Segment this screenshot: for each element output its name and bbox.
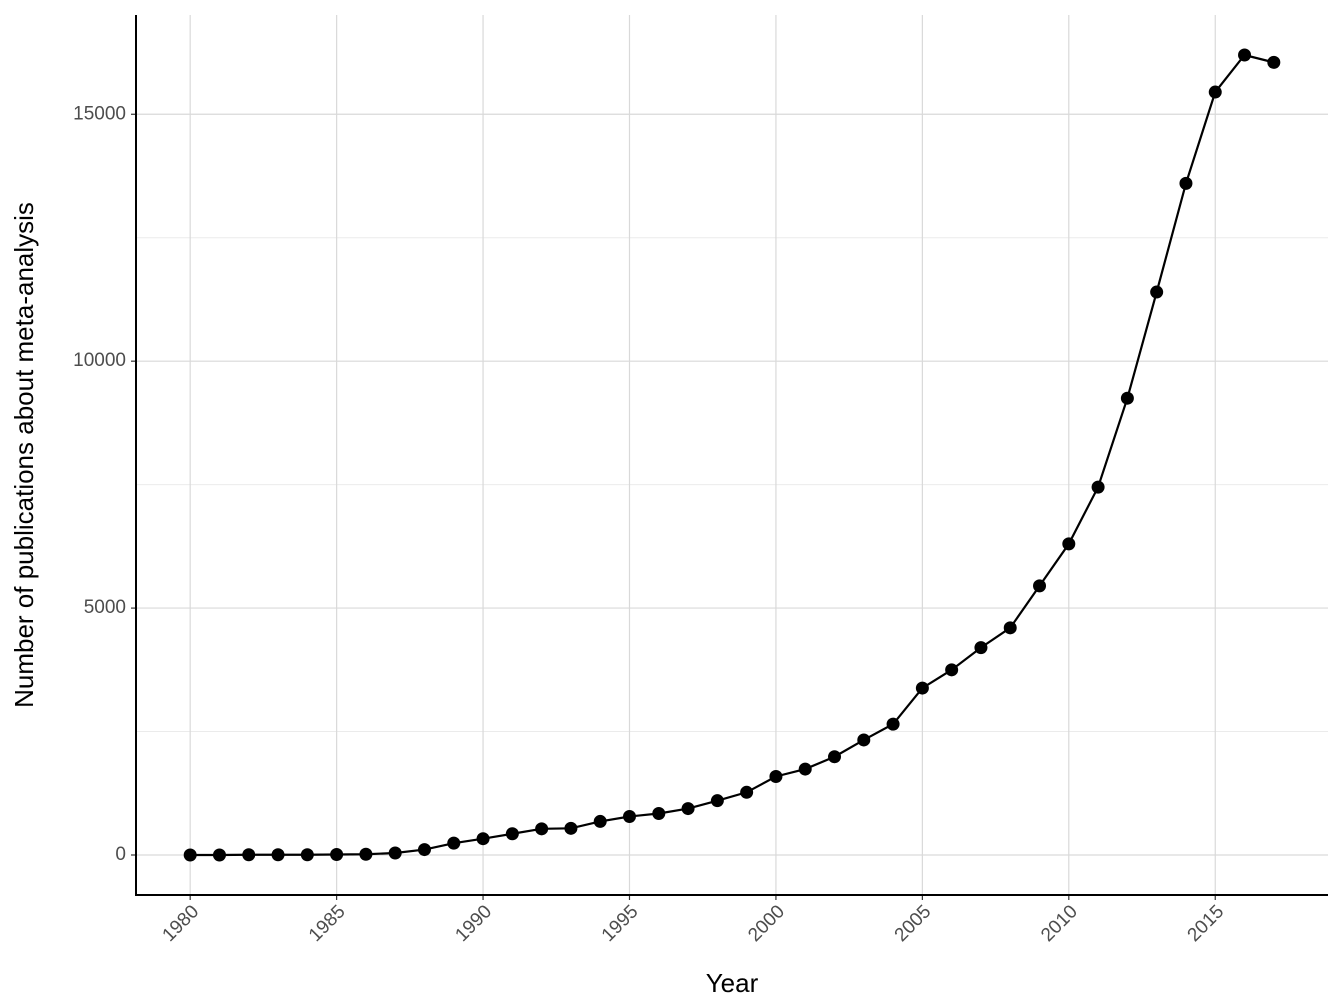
- point: [417, 843, 431, 857]
- point: [857, 733, 871, 747]
- x-tick-label: 2010: [1037, 901, 1082, 946]
- point: [886, 717, 900, 731]
- y-tick-label: 10000: [73, 350, 126, 371]
- point: [564, 821, 578, 835]
- point: [593, 814, 607, 828]
- point: [300, 848, 314, 862]
- point: [242, 848, 256, 862]
- x-tick-label: 1990: [451, 901, 496, 946]
- x-tick-label: 1980: [159, 901, 204, 946]
- point: [330, 848, 344, 862]
- point: [1238, 48, 1252, 62]
- point: [681, 802, 695, 816]
- point: [447, 836, 461, 850]
- x-tick-label: 1985: [305, 901, 350, 946]
- point: [271, 848, 285, 862]
- line: [190, 53, 1275, 857]
- point: [1150, 285, 1164, 299]
- point: [212, 848, 226, 862]
- y-tick-label: 15000: [73, 103, 126, 124]
- point: [505, 827, 519, 841]
- point: [1062, 537, 1076, 551]
- point: [652, 807, 666, 821]
- point: [798, 762, 812, 776]
- y-tick-label: 0: [115, 844, 126, 865]
- point: [183, 848, 197, 862]
- x-tick-label: 2000: [744, 901, 789, 946]
- point: [359, 847, 373, 861]
- point: [476, 832, 490, 846]
- y-axis-title: Number of publications about meta-analys…: [9, 202, 39, 708]
- point: [1208, 85, 1222, 99]
- point: [535, 822, 549, 836]
- point: [1179, 176, 1193, 190]
- point: [388, 846, 402, 860]
- x-axis-title: Year: [706, 968, 759, 998]
- point: [945, 663, 959, 677]
- y-tick-label: 5000: [84, 597, 126, 618]
- point: [1120, 391, 1134, 405]
- point: [1033, 579, 1047, 593]
- point: [828, 750, 842, 764]
- point: [1267, 55, 1281, 69]
- point: [1003, 621, 1017, 635]
- point: [710, 794, 724, 808]
- point: [1091, 480, 1105, 494]
- x-tick-label: 2015: [1184, 901, 1229, 946]
- x-tick-label: 2005: [891, 901, 936, 946]
- point: [769, 769, 783, 783]
- point: [622, 809, 636, 823]
- point: [974, 641, 988, 655]
- x-tick-label: 1995: [598, 901, 643, 946]
- point: [740, 785, 754, 799]
- point: [915, 681, 929, 695]
